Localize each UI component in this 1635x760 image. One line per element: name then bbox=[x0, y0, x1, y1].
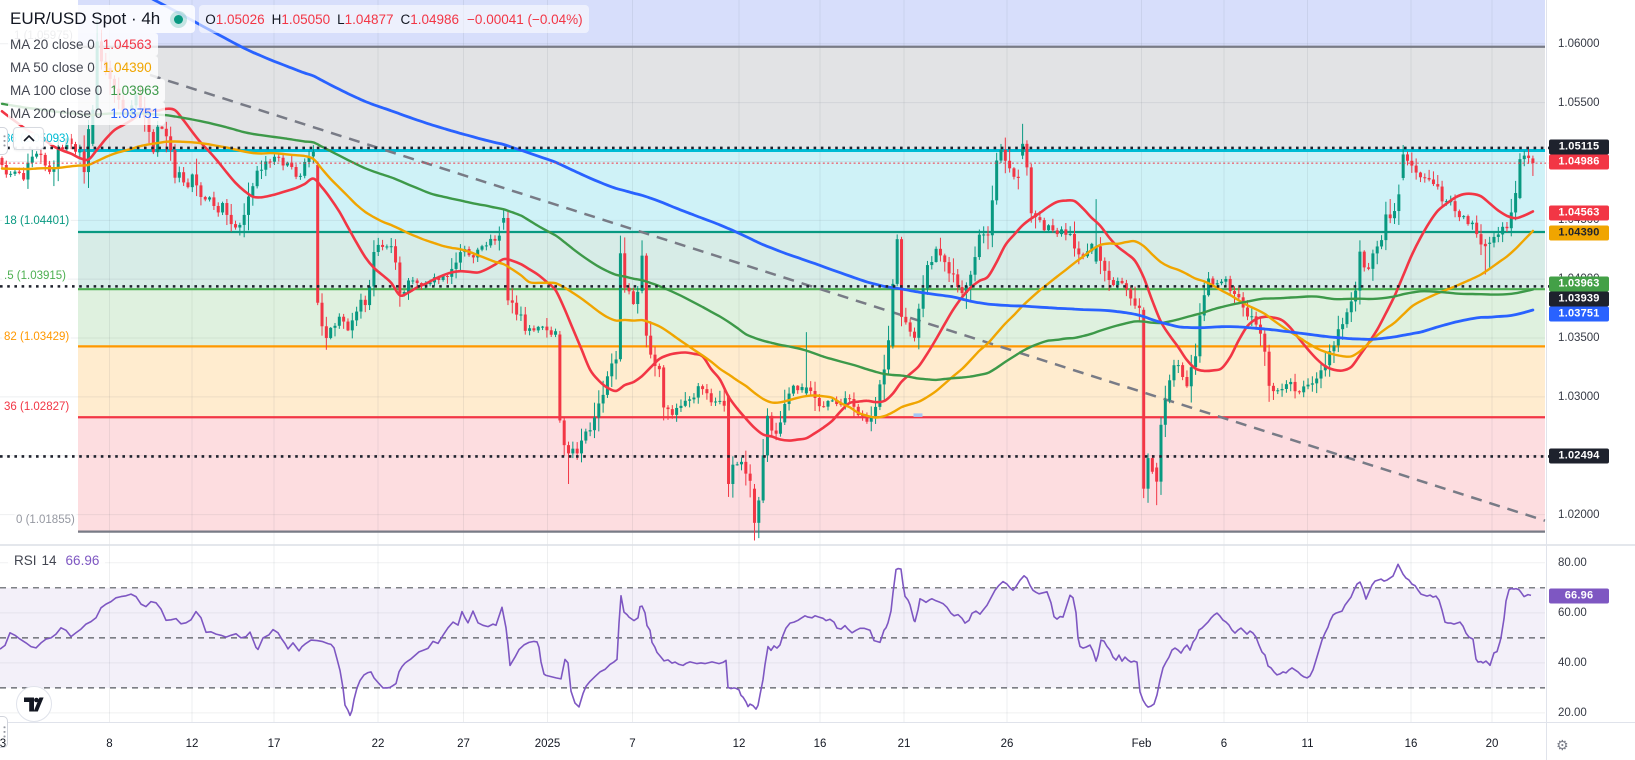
rsi-name: RSI bbox=[14, 552, 37, 568]
time-tick-label: 8 bbox=[106, 738, 113, 750]
tradingview-logo[interactable] bbox=[16, 686, 52, 722]
trendline[interactable] bbox=[149, 73, 1546, 522]
ma-line-20[interactable] bbox=[0, 107, 1535, 442]
price-badge: 1.04390 bbox=[1549, 225, 1609, 241]
rsi-value: 66.96 bbox=[65, 552, 100, 568]
fib-level-label: 0 (1.01855) bbox=[14, 514, 77, 526]
ohlc-values: O 1.05026 H 1.05050 L 1.04877 C 1.04986 −0.0… bbox=[199, 5, 589, 33]
rsi-tick-label: 60.00 bbox=[1558, 606, 1587, 619]
high-value: 1.05050 bbox=[281, 11, 331, 27]
price-badge: 1.03939 bbox=[1549, 291, 1609, 306]
time-tick-label: 7 bbox=[629, 738, 636, 750]
fib-band-0.382-0.236 bbox=[78, 346, 1545, 418]
rsi-tick-label: 80.00 bbox=[1558, 556, 1587, 569]
time-tick-label: 21 bbox=[897, 738, 911, 750]
chart-legend: EUR/USD Spot · 4h O 1.05026 H 1.05050 L 1.0… bbox=[8, 5, 589, 125]
rsi-line[interactable] bbox=[0, 563, 1532, 717]
time-tick-label: 16 bbox=[813, 738, 827, 750]
fib-level-label: 18 (1.04401) bbox=[2, 215, 72, 227]
time-tick-label: 16 bbox=[1404, 738, 1418, 750]
time-tick-label: 12 bbox=[185, 738, 199, 750]
low-value: 1.04877 bbox=[344, 11, 394, 27]
fib-band-0.786-0.618 bbox=[78, 150, 1545, 232]
time-tick-label: 3 bbox=[0, 738, 7, 750]
time-tick-label: 17 bbox=[267, 738, 281, 750]
fib-level-label: 82 (1.03429) bbox=[2, 331, 72, 343]
high-label: H bbox=[271, 11, 282, 27]
price-tick-label: 1.02000 bbox=[1558, 508, 1600, 521]
chevron-up-icon bbox=[22, 135, 35, 142]
ma-label: MA 200 close 0 bbox=[10, 106, 103, 121]
ma-label: MA 50 close 0 bbox=[10, 60, 95, 75]
fib-band-1-0.786 bbox=[78, 46, 1545, 151]
ma-line-200[interactable] bbox=[2, 0, 1535, 341]
ma-legend-row[interactable]: MA 50 close 0 1.04390 bbox=[8, 56, 158, 79]
time-tick-label: Feb bbox=[1131, 738, 1152, 750]
ma-value: 1.04563 bbox=[102, 37, 152, 52]
price-badge: 1.05115 bbox=[1549, 139, 1609, 154]
ma-line-50[interactable] bbox=[0, 140, 1535, 419]
tradingview-logo-icon bbox=[24, 697, 44, 711]
change-value: −0.00041 (−0.04%) bbox=[467, 11, 583, 27]
market-status-dot-icon[interactable] bbox=[174, 14, 184, 24]
close-value: 1.04986 bbox=[410, 11, 460, 27]
time-tick-label: 6 bbox=[1220, 738, 1228, 750]
ma-label: MA 100 close 0 bbox=[10, 83, 103, 98]
line-anchor-marker[interactable] bbox=[913, 413, 923, 417]
ma-legend-row[interactable]: MA 200 close 0 1.03751 bbox=[8, 102, 166, 125]
ma-label: MA 20 close 0 bbox=[10, 37, 95, 52]
ma-value: 1.03751 bbox=[110, 106, 160, 121]
time-tick-label: 2025 bbox=[534, 738, 561, 750]
time-tick-label: 12 bbox=[732, 738, 746, 750]
ma-line-100[interactable] bbox=[0, 102, 1535, 382]
low-label: L bbox=[337, 11, 345, 27]
symbol-title[interactable]: EUR/USD Spot · 4h bbox=[10, 9, 161, 28]
price-badge: 1.04986 bbox=[1549, 154, 1609, 169]
scroll-up-button[interactable] bbox=[13, 127, 44, 150]
time-tick-label: 20 bbox=[1485, 738, 1499, 750]
symbol-box[interactable]: EUR/USD Spot · 4h bbox=[8, 5, 196, 33]
ma-legend-row[interactable]: MA 20 close 0 1.04563 bbox=[8, 33, 158, 56]
fib-level-label: .5 (1.03915) bbox=[2, 270, 69, 282]
close-label: C bbox=[400, 11, 411, 27]
price-badge: 1.03963 bbox=[1549, 276, 1609, 291]
time-tick-label: 27 bbox=[457, 738, 470, 750]
time-tick-label: 11 bbox=[1301, 738, 1314, 750]
rsi-tick-label: 40.00 bbox=[1558, 656, 1587, 669]
left-edge-handle-bottom[interactable] bbox=[0, 716, 8, 748]
symbol-row: EUR/USD Spot · 4h O 1.05026 H 1.05050 L 1.0… bbox=[8, 5, 589, 33]
rsi-period: 14 bbox=[41, 552, 57, 568]
left-edge-handle-top[interactable] bbox=[0, 127, 8, 155]
grip-dots-icon bbox=[2, 134, 6, 148]
gear-icon[interactable]: ⚙ bbox=[1556, 737, 1569, 753]
ma-value: 1.04390 bbox=[102, 60, 152, 75]
rsi-badge: 66.96 bbox=[1549, 588, 1609, 603]
price-tick-label: 1.06000 bbox=[1558, 37, 1600, 50]
rsi-tick-label: 20.00 bbox=[1558, 707, 1587, 719]
ma-legend-rows: MA 20 close 0 1.04563 MA 50 close 0 1.04390… bbox=[8, 33, 589, 125]
price-tick-label: 1.05500 bbox=[1558, 96, 1600, 109]
rsi-legend: RSI 14 66.96 bbox=[8, 549, 106, 571]
ma-legend-row[interactable]: MA 100 close 0 1.03963 bbox=[8, 79, 166, 102]
ma-value: 1.03963 bbox=[110, 83, 160, 98]
price-badge: 1.04563 bbox=[1549, 205, 1609, 221]
open-value: 1.05026 bbox=[215, 11, 265, 27]
open-label: O bbox=[205, 11, 216, 27]
fib-level-label: 36 (1.02827) bbox=[2, 401, 72, 413]
grip-dots-icon bbox=[2, 725, 6, 739]
price-badge: 1.02494 bbox=[1549, 448, 1609, 464]
price-tick-label: 1.03500 bbox=[1558, 332, 1600, 344]
price-badge: 1.03751 bbox=[1549, 306, 1609, 321]
gridlines bbox=[0, 0, 1545, 722]
time-tick-label: 26 bbox=[1000, 738, 1014, 750]
price-tick-label: 1.03000 bbox=[1558, 390, 1600, 403]
fib-band-0.618-0.5 bbox=[78, 231, 1545, 290]
time-tick-label: 22 bbox=[371, 738, 385, 750]
